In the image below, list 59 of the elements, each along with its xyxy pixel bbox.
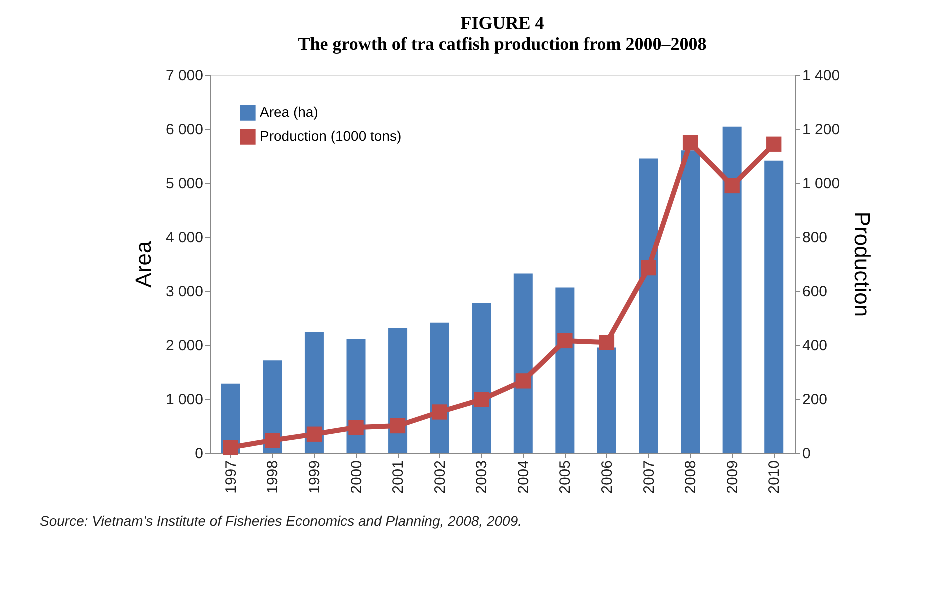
point [641, 260, 656, 276]
y-axis-title: Area [130, 240, 156, 288]
y2-tick-label: 1 000 [802, 176, 840, 192]
bar [681, 150, 700, 453]
y2-tick-label: 800 [802, 230, 828, 246]
point [306, 426, 322, 442]
legend-label: Production (1000 tons) [260, 128, 402, 144]
point [223, 440, 238, 456]
x-tick-label: 2010 [766, 460, 784, 494]
point [682, 135, 698, 151]
y2-tick-label: 400 [802, 338, 828, 354]
x-tick-label: 2007 [640, 460, 658, 494]
x-tick-label: 2005 [557, 460, 574, 494]
bar [597, 348, 616, 453]
bar [472, 303, 492, 453]
point [724, 178, 740, 194]
y2-tick-label: 1 400 [802, 68, 840, 84]
x-tick-label: 2001 [390, 460, 408, 494]
y-tick-label: 0 [195, 446, 204, 462]
chart-title: FIGURE 4 [460, 13, 544, 33]
x-tick-label: 2009 [724, 460, 742, 494]
legend-label: Area (ha) [260, 104, 318, 120]
point [432, 404, 448, 420]
bar [764, 160, 784, 453]
y2-tick-label: 200 [802, 392, 828, 408]
point [390, 418, 406, 434]
point [558, 333, 573, 349]
x-tick-label: 2004 [515, 460, 532, 494]
y-tick-label: 7 000 [166, 68, 204, 84]
y-tick-label: 5 000 [166, 176, 204, 192]
y2-tick-label: 1 200 [802, 122, 840, 138]
point [516, 374, 531, 389]
y-tick-label: 2 000 [166, 338, 204, 354]
y-tick-label: 3 000 [166, 284, 204, 300]
bar [722, 126, 742, 453]
point [766, 136, 782, 152]
x-tick-label: 2008 [682, 460, 700, 494]
x-tick-label: 1999 [306, 460, 324, 494]
y2-tick-label: 0 [802, 446, 811, 462]
point [265, 432, 280, 448]
x-tick-label: 2000 [348, 460, 366, 494]
y-tick-label: 6 000 [166, 122, 204, 138]
point [474, 392, 490, 408]
chart-subtitle: The growth of tra catfish production from 2000–2008 [298, 34, 707, 54]
point [599, 334, 615, 350]
bar [639, 158, 658, 453]
x-tick-label: 1998 [264, 460, 282, 494]
x-tick-label: 2003 [474, 460, 491, 494]
x-tick-label: 2002 [432, 460, 449, 494]
point [348, 420, 364, 436]
y2-tick-label: 600 [802, 284, 828, 300]
source-note: Source: Vietnam’s Institute of Fisheries Economics and Planning, 2008, 2009. [40, 513, 522, 529]
y-tick-label: 1 000 [166, 392, 204, 408]
x-tick-label: 2006 [598, 460, 616, 494]
x-tick-label: 1997 [222, 460, 240, 494]
y2-axis-title: Production [850, 212, 876, 318]
bar [514, 274, 533, 453]
bar [556, 288, 575, 453]
y-tick-label: 4 000 [166, 230, 204, 246]
